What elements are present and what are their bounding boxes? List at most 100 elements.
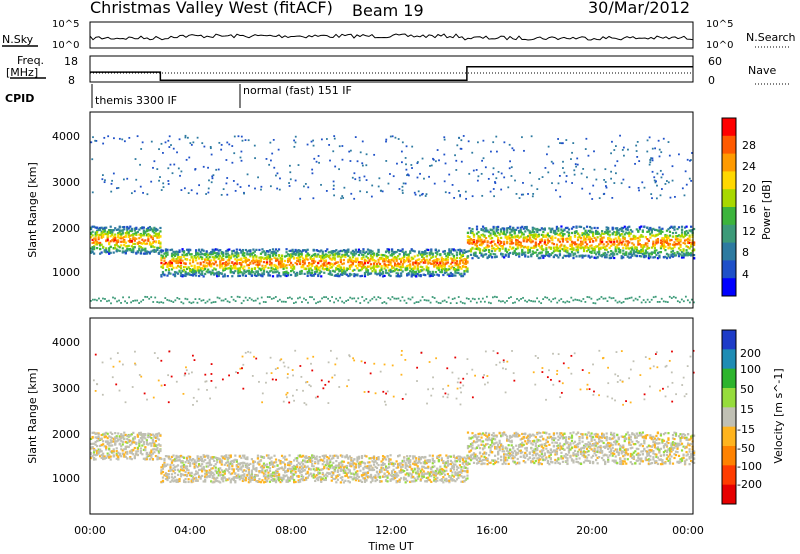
power-cell (285, 272, 288, 275)
power-cell (331, 296, 333, 298)
power-cell (614, 237, 617, 240)
power-cell (262, 269, 266, 272)
power-cell (625, 251, 628, 254)
power-cell (616, 228, 619, 232)
power-cell (442, 273, 445, 277)
power-cell (350, 258, 353, 261)
power-cell (366, 269, 370, 272)
power-cell (486, 246, 489, 249)
power-cell (240, 250, 243, 253)
power-cell (473, 298, 476, 301)
power-cell (214, 272, 217, 275)
power-cell (455, 302, 458, 304)
power-cell (219, 262, 222, 265)
velocity-cell (176, 459, 180, 462)
velocity-cell (179, 468, 183, 471)
power-cell (398, 268, 401, 272)
power-cell (587, 229, 590, 232)
power-cell (463, 249, 466, 252)
power-cell (406, 272, 409, 276)
power-cell (181, 275, 184, 278)
velocity-cell (102, 452, 105, 455)
power-cell (608, 230, 611, 233)
power-cell (533, 233, 536, 236)
power-cell (561, 235, 565, 238)
power-cell (574, 298, 577, 301)
power-cell (474, 254, 477, 257)
velocity-cell (115, 447, 118, 450)
power-cell (588, 296, 591, 299)
power-cell (315, 302, 317, 305)
power-cell (333, 258, 336, 261)
velocity-cell (170, 473, 174, 476)
power-cell (439, 253, 442, 256)
power-cell (484, 248, 488, 252)
power-cell (602, 252, 605, 255)
power-cell (401, 263, 404, 266)
power-cell (270, 266, 273, 269)
power-cell (147, 250, 150, 254)
power-cell (274, 257, 278, 260)
power-cell (381, 272, 385, 275)
power-cell (129, 225, 132, 228)
power-cell (401, 185, 404, 188)
power-cbar-swatch-2 (722, 153, 736, 172)
power-panel: Slant Range [km] 4000 3000 2000 1000 28 … (26, 111, 773, 309)
power-cell (531, 234, 534, 237)
power-cell (605, 244, 608, 247)
power-cell (587, 238, 590, 241)
velocity-cell (156, 455, 159, 458)
power-cell (528, 240, 531, 243)
power-cell (425, 248, 428, 251)
power-cell (343, 186, 346, 189)
noise-left-tick-bottom: 10^0 (52, 40, 79, 51)
power-cell (537, 228, 540, 232)
power-cell (683, 234, 687, 237)
power-cell (475, 247, 479, 251)
power-cell (659, 247, 663, 250)
velocity-cell (184, 477, 187, 481)
power-cell (503, 243, 506, 246)
velocity-cell (153, 451, 156, 454)
power-cell (231, 271, 234, 274)
power-cell (114, 246, 117, 250)
velocity-cell (182, 473, 186, 477)
power-cell (646, 150, 649, 153)
power-cell (241, 267, 244, 270)
power-cell (661, 173, 664, 176)
power-cell (339, 296, 342, 299)
power-cell (636, 298, 639, 301)
power-cell (613, 256, 616, 260)
power-cell (650, 157, 652, 160)
power-cell (238, 258, 241, 261)
power-cell (345, 273, 348, 276)
power-cell (486, 256, 489, 260)
power-cell (490, 150, 492, 153)
power-cell (423, 299, 426, 301)
power-cell (230, 296, 233, 298)
power-cell (680, 254, 684, 257)
power-cell (437, 258, 440, 261)
power-cell (305, 267, 308, 270)
power-cell (478, 243, 482, 246)
power-cell (348, 264, 351, 267)
power-cell (606, 300, 609, 303)
power-cell (220, 272, 223, 275)
power-cell (272, 138, 275, 141)
power-cell (649, 158, 652, 161)
power-cell (250, 269, 253, 272)
power-cell (690, 179, 693, 182)
power-cell (495, 247, 498, 251)
velocity-cell (106, 437, 109, 440)
power-cell (586, 296, 589, 298)
power-cell (562, 167, 564, 169)
power-cell (233, 135, 236, 138)
power-cell (107, 135, 110, 138)
power-cell (454, 274, 457, 277)
velocity-cell (132, 431, 135, 434)
power-cell (335, 261, 338, 264)
power-cell (312, 253, 315, 256)
power-cell (127, 244, 130, 248)
power-cell (164, 252, 168, 255)
power-cell (487, 249, 491, 252)
